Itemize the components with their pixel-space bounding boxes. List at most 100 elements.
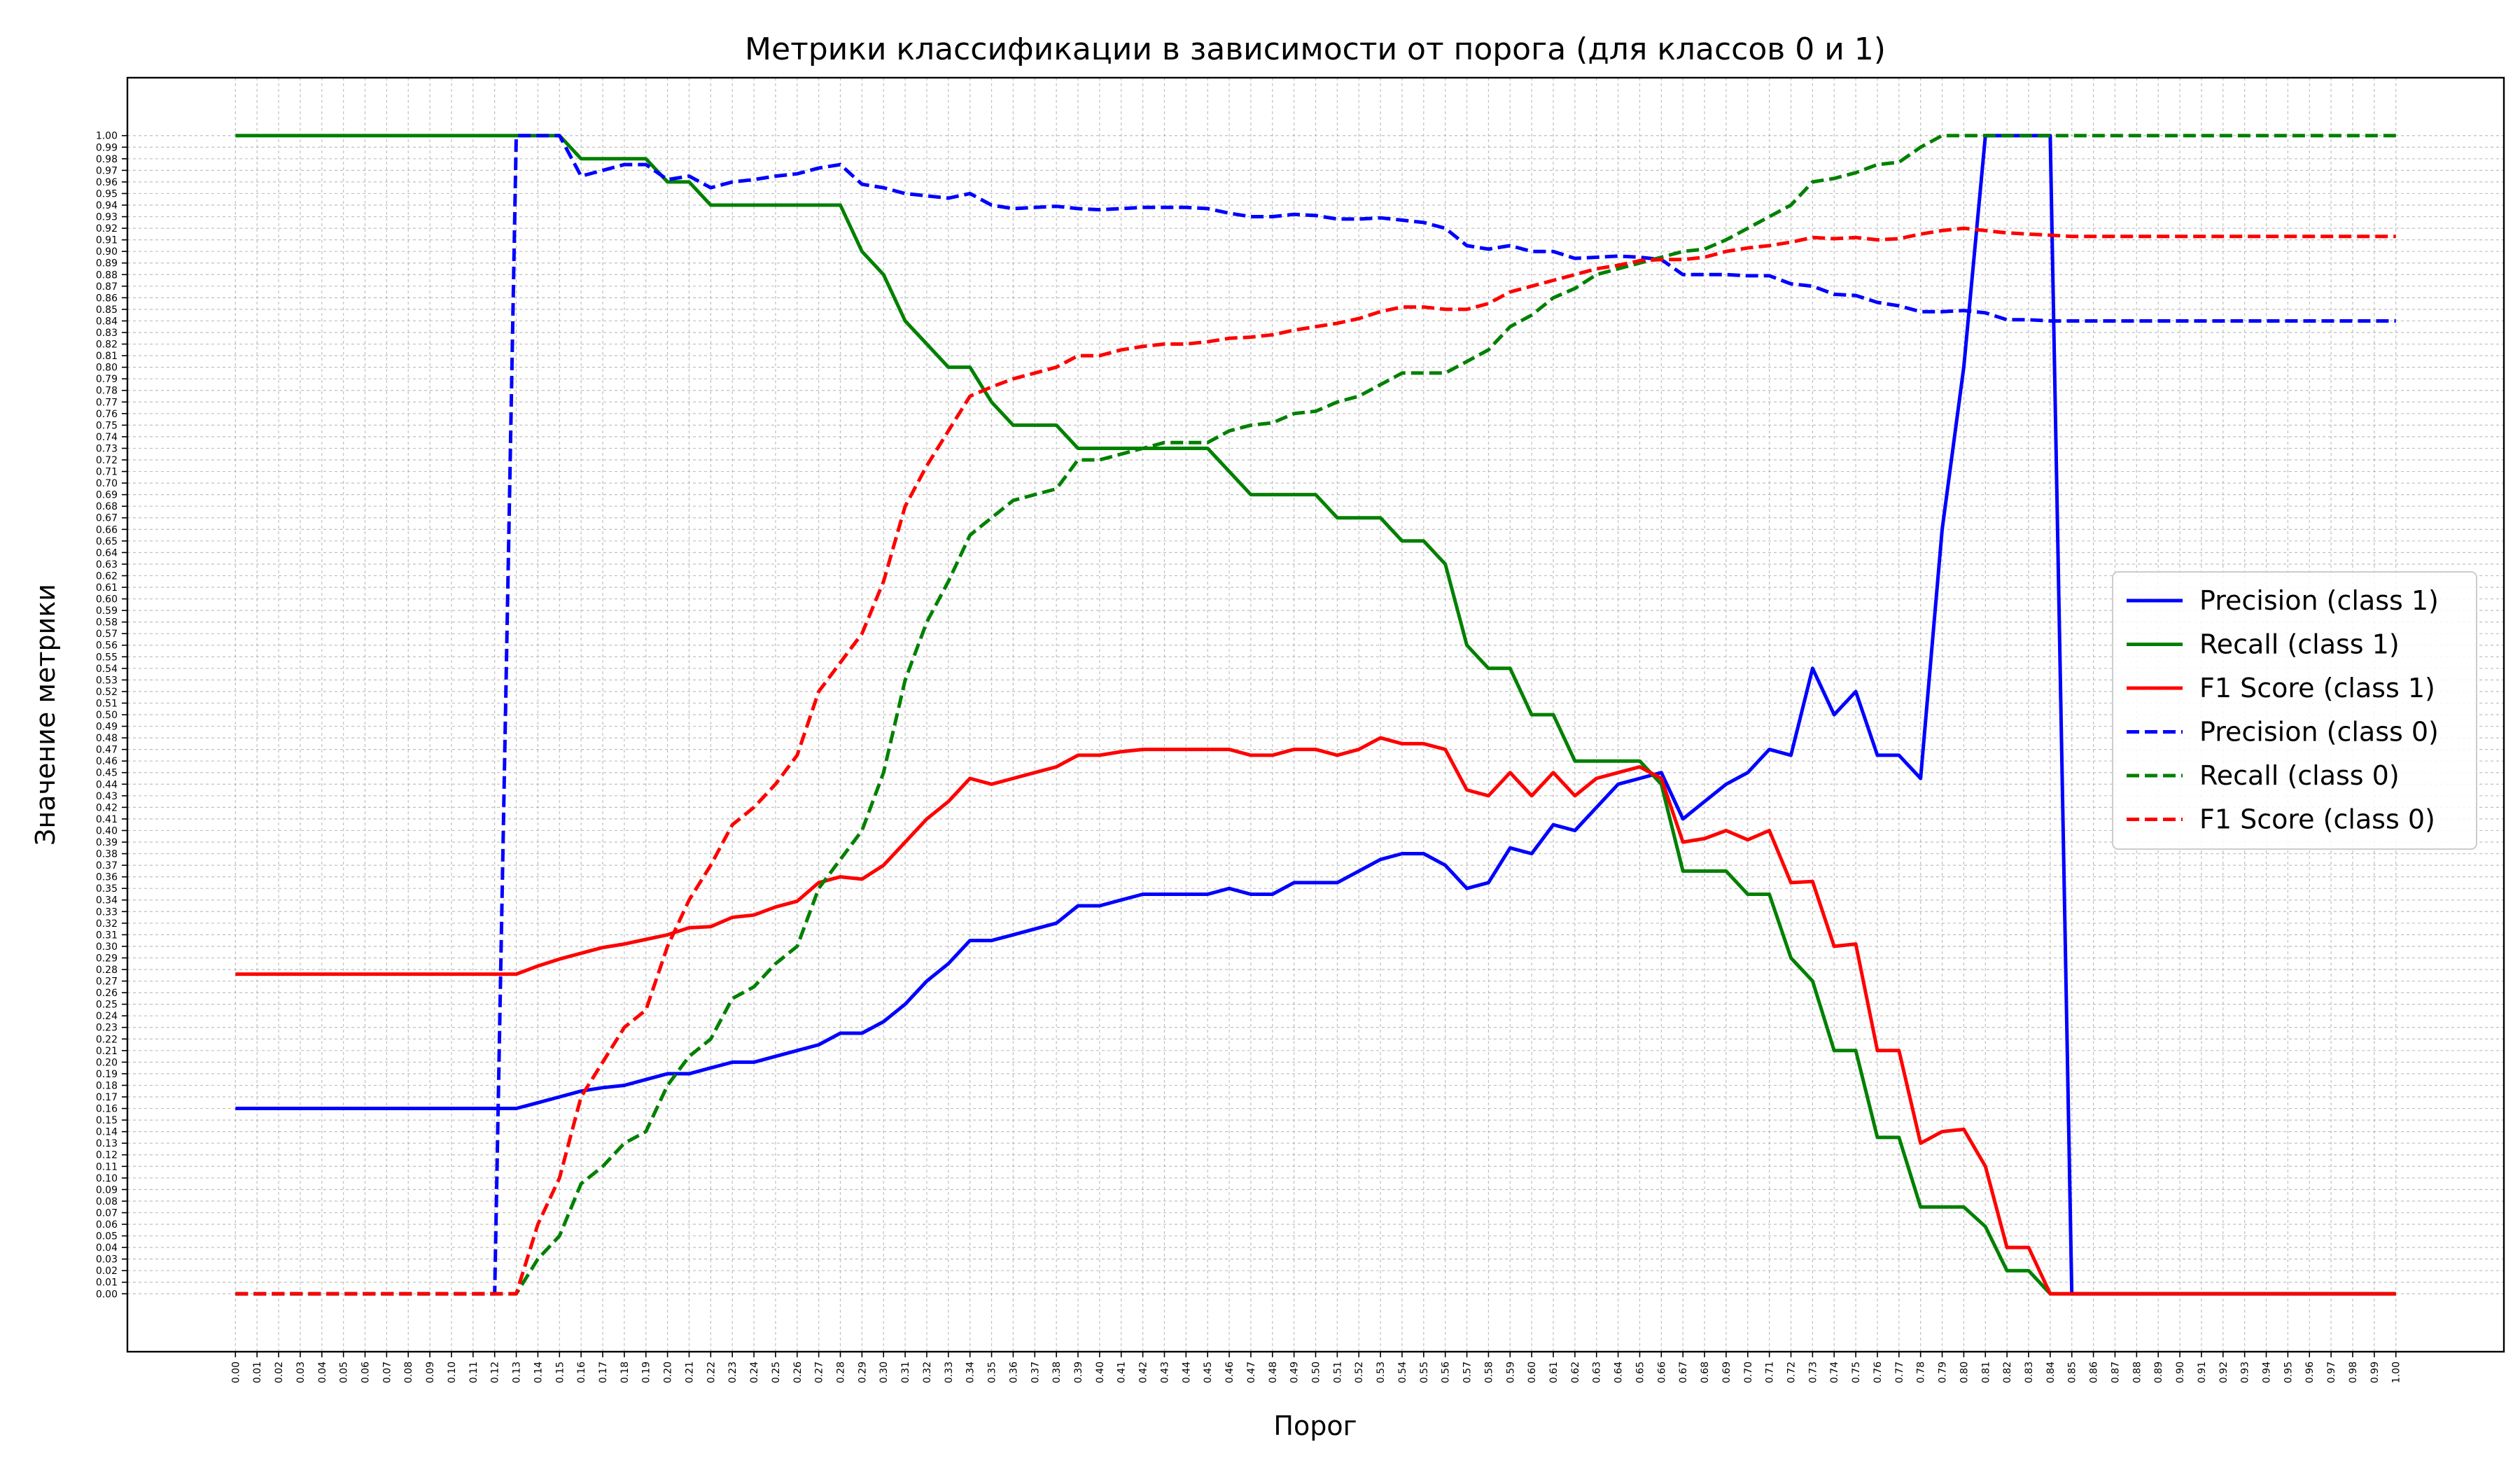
y-tick-label: 0.66 xyxy=(96,524,118,536)
y-tick-label: 0.45 xyxy=(96,768,118,779)
x-axis-label: Порог xyxy=(1273,1410,1357,1441)
x-tick-label: 0.21 xyxy=(684,1362,695,1383)
x-tick-label: 0.94 xyxy=(2262,1362,2273,1383)
y-tick-label: 0.21 xyxy=(96,1046,118,1057)
y-tick-label: 0.36 xyxy=(96,872,118,883)
x-tick-label: 0.14 xyxy=(533,1362,544,1383)
x-tick-label: 0.57 xyxy=(1462,1362,1474,1383)
x-tick-label: 0.98 xyxy=(2348,1362,2359,1383)
x-tick-label: 0.59 xyxy=(1505,1362,1516,1383)
x-tick-label: 0.67 xyxy=(1678,1362,1689,1383)
x-tick-label: 0.41 xyxy=(1116,1362,1128,1383)
x-tick-label: 0.70 xyxy=(1743,1362,1754,1383)
y-tick-label: 0.83 xyxy=(96,328,118,339)
x-tick-label: 0.09 xyxy=(425,1362,436,1383)
y-tick-label: 0.08 xyxy=(96,1196,118,1208)
x-tick-label: 0.37 xyxy=(1030,1362,1041,1383)
x-tick-label: 0.11 xyxy=(468,1362,479,1383)
y-tick-label: 0.48 xyxy=(96,733,118,744)
x-tick-label: 0.01 xyxy=(252,1362,263,1383)
y-tick-label: 0.01 xyxy=(96,1278,118,1289)
x-tick-label: 0.26 xyxy=(792,1362,804,1383)
y-tick-label: 0.71 xyxy=(96,467,118,478)
x-tick-label: 0.49 xyxy=(1289,1362,1301,1383)
y-tick-label: 0.00 xyxy=(96,1289,118,1300)
x-tick-label: 0.05 xyxy=(339,1362,350,1383)
y-tick-label: 0.40 xyxy=(96,825,118,836)
y-tick-label: 0.43 xyxy=(96,791,118,802)
y-tick-label: 0.56 xyxy=(96,640,118,652)
y-tick-label: 0.44 xyxy=(96,779,118,790)
y-tick-label: 0.54 xyxy=(96,664,118,675)
x-tick-label: 0.61 xyxy=(1548,1362,1560,1383)
y-tick-label: 0.52 xyxy=(96,687,118,698)
y-tick-label: 0.17 xyxy=(96,1092,118,1103)
y-tick-label: 0.60 xyxy=(96,594,118,606)
x-tick-label: 0.56 xyxy=(1441,1362,1452,1383)
x-tick-label: 0.30 xyxy=(878,1362,890,1383)
series-line-4 xyxy=(235,134,2396,1296)
x-tick-label: 0.86 xyxy=(2089,1362,2100,1383)
x-tick-label: 0.51 xyxy=(1332,1362,1343,1383)
x-tick-label: 0.93 xyxy=(2240,1362,2251,1383)
legend-label: Recall (class 1) xyxy=(2199,629,2400,660)
y-tick-label: 0.90 xyxy=(96,246,118,258)
y-axis-ticks: 0.000.010.020.030.040.050.060.070.080.09… xyxy=(96,131,127,1300)
y-tick-label: 0.85 xyxy=(96,304,118,316)
y-tick-label: 0.07 xyxy=(96,1208,118,1219)
y-tick-label: 0.76 xyxy=(96,409,118,420)
y-tick-label: 0.37 xyxy=(96,860,118,872)
y-tick-label: 0.39 xyxy=(96,837,118,848)
y-axis-label: Значение метрики xyxy=(30,584,61,846)
x-tick-label: 0.44 xyxy=(1181,1362,1192,1383)
series-line-1 xyxy=(235,134,2396,1296)
y-tick-label: 0.59 xyxy=(96,606,118,617)
y-tick-label: 0.81 xyxy=(96,351,118,362)
x-tick-label: 0.58 xyxy=(1483,1362,1494,1383)
y-tick-label: 0.42 xyxy=(96,802,118,813)
x-tick-label: 0.60 xyxy=(1527,1362,1538,1383)
y-tick-label: 0.95 xyxy=(96,188,118,200)
y-tick-label: 0.72 xyxy=(96,455,118,466)
x-tick-label: 0.97 xyxy=(2326,1362,2337,1383)
y-tick-label: 0.94 xyxy=(96,200,118,211)
x-tick-label: 0.32 xyxy=(922,1362,933,1383)
legend-label: F1 Score (class 0) xyxy=(2199,804,2435,835)
x-tick-label: 0.29 xyxy=(857,1362,868,1383)
y-tick-label: 0.09 xyxy=(96,1184,118,1196)
y-tick-label: 0.04 xyxy=(96,1242,118,1254)
legend-label: Precision (class 1) xyxy=(2199,585,2439,616)
series-line-0 xyxy=(235,134,2396,1296)
y-tick-label: 0.15 xyxy=(96,1115,118,1126)
x-tick-label: 0.84 xyxy=(2045,1362,2057,1383)
y-tick-label: 0.47 xyxy=(96,745,118,756)
y-tick-label: 0.98 xyxy=(96,154,118,165)
x-tick-label: 0.13 xyxy=(512,1362,523,1383)
y-tick-label: 0.24 xyxy=(96,1011,118,1022)
x-tick-label: 0.17 xyxy=(598,1362,609,1383)
y-tick-label: 0.19 xyxy=(96,1069,118,1080)
x-tick-label: 0.91 xyxy=(2197,1362,2208,1383)
y-tick-label: 0.88 xyxy=(96,270,118,281)
y-tick-label: 0.79 xyxy=(96,374,118,385)
x-tick-label: 0.75 xyxy=(1851,1362,1862,1383)
y-tick-label: 0.30 xyxy=(96,941,118,953)
series-line-5 xyxy=(235,226,2396,1296)
x-tick-label: 0.36 xyxy=(1008,1362,1019,1383)
y-tick-label: 0.29 xyxy=(96,953,118,964)
y-tick-label: 0.77 xyxy=(96,397,118,408)
x-tick-label: 0.71 xyxy=(1765,1362,1776,1383)
y-tick-label: 0.70 xyxy=(96,478,118,489)
y-tick-label: 0.33 xyxy=(96,906,118,918)
y-tick-label: 0.63 xyxy=(96,559,118,570)
x-tick-label: 0.24 xyxy=(749,1362,760,1383)
x-tick-label: 0.95 xyxy=(2283,1362,2294,1383)
y-tick-label: 0.49 xyxy=(96,722,118,733)
y-tick-label: 0.91 xyxy=(96,235,118,246)
legend-frame xyxy=(2112,571,2477,850)
y-tick-label: 0.68 xyxy=(96,501,118,512)
x-tick-label: 0.89 xyxy=(2153,1362,2164,1383)
y-tick-label: 0.28 xyxy=(96,965,118,976)
x-tick-label: 0.90 xyxy=(2175,1362,2186,1383)
